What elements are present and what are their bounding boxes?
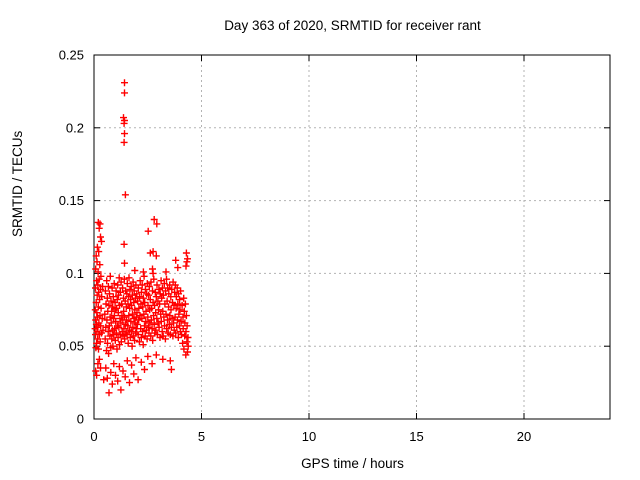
y-tick-label: 0.15 xyxy=(59,193,84,208)
scatter-points-SRMTID xyxy=(91,79,192,397)
tick-marks xyxy=(93,54,610,420)
chart-title: Day 363 of 2020, SRMTID for receiver ran… xyxy=(224,18,481,33)
gridlines xyxy=(94,55,610,419)
y-tick-label: 0.2 xyxy=(66,120,84,135)
y-tick-label: 0 xyxy=(77,412,84,427)
y-tick-labels: 0 0.05 0.1 0.15 0.2 0.25 xyxy=(59,48,84,427)
y-tick-label: 0.05 xyxy=(59,339,84,354)
y-tick-label: 0.25 xyxy=(59,48,84,63)
x-axis-label: GPS time / hours xyxy=(301,456,404,471)
x-tick-label: 15 xyxy=(409,429,423,444)
x-tick-label: 0 xyxy=(90,429,97,444)
y-tick-label: 0.1 xyxy=(66,266,84,281)
x-tick-label: 5 xyxy=(198,429,205,444)
plot-border xyxy=(93,54,611,420)
x-tick-labels: 0 5 10 15 20 xyxy=(90,429,531,444)
x-tick-label: 20 xyxy=(517,429,531,444)
x-tick-label: 10 xyxy=(302,429,316,444)
